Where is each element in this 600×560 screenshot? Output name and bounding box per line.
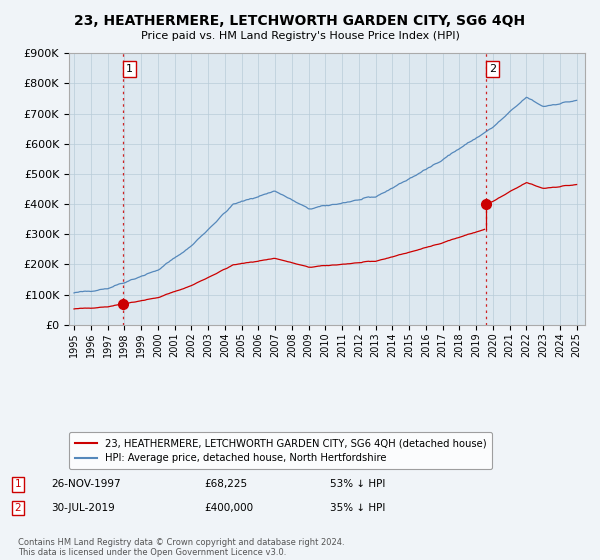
Text: 2: 2 bbox=[489, 64, 496, 74]
Text: £68,225: £68,225 bbox=[204, 479, 247, 489]
Text: 1: 1 bbox=[126, 64, 133, 74]
Text: 23, HEATHERMERE, LETCHWORTH GARDEN CITY, SG6 4QH: 23, HEATHERMERE, LETCHWORTH GARDEN CITY,… bbox=[74, 14, 526, 28]
Text: 1: 1 bbox=[14, 479, 22, 489]
Text: Contains HM Land Registry data © Crown copyright and database right 2024.
This d: Contains HM Land Registry data © Crown c… bbox=[18, 538, 344, 557]
Legend: 23, HEATHERMERE, LETCHWORTH GARDEN CITY, SG6 4QH (detached house), HPI: Average : 23, HEATHERMERE, LETCHWORTH GARDEN CITY,… bbox=[69, 432, 493, 469]
Text: 26-NOV-1997: 26-NOV-1997 bbox=[51, 479, 121, 489]
Text: £400,000: £400,000 bbox=[204, 503, 253, 513]
Text: 53% ↓ HPI: 53% ↓ HPI bbox=[330, 479, 385, 489]
Text: 2: 2 bbox=[14, 503, 22, 513]
Text: 30-JUL-2019: 30-JUL-2019 bbox=[51, 503, 115, 513]
Text: 35% ↓ HPI: 35% ↓ HPI bbox=[330, 503, 385, 513]
Text: Price paid vs. HM Land Registry's House Price Index (HPI): Price paid vs. HM Land Registry's House … bbox=[140, 31, 460, 41]
